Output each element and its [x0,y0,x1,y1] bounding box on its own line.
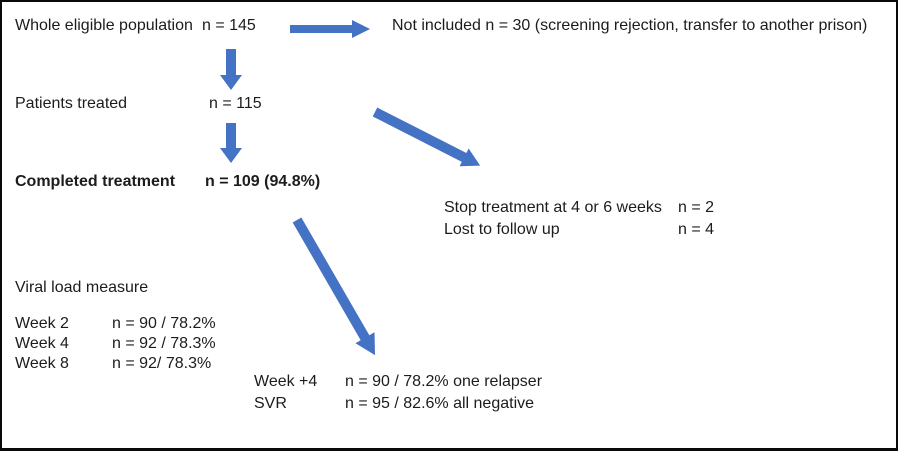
dropout-row-stop-treatment: Stop treatment at 4 or 6 weeks n = 2 [444,198,714,217]
viral-load-row-week8: Week 8 n = 92/ 78.3% [15,354,211,373]
node-text: Not included n = 30 (screening rejection… [392,17,868,34]
node-completed-treatment: Completed treatment n = 109 (94.8%) [15,172,320,191]
node-eligible-population: Whole eligible population n = 145 [15,16,256,35]
outcome-value: n = 95 / 82.6% all negative [345,395,535,412]
viral-load-row-week4: Week 4 n = 92 / 78.3% [15,334,216,353]
outcome-label: SVR [254,395,287,412]
week-label: Week 8 [15,355,69,372]
outcome-label: Week +4 [254,373,318,390]
week-value: n = 90 / 78.2% [112,315,216,332]
node-label: Whole eligible population [15,17,193,34]
viral-load-row-week2: Week 2 n = 90 / 78.2% [15,314,216,333]
dropout-row-lost-follow-up: Lost to follow up n = 4 [444,220,714,239]
outcome-row-week-plus-4: Week +4 n = 90 / 78.2% one relapser [254,372,542,391]
outcome-row-svr: SVR n = 95 / 82.6% all negative [254,394,534,413]
week-value: n = 92/ 78.3% [112,355,212,372]
dropout-value: n = 2 [678,199,715,216]
outcome-value: n = 90 / 78.2% one relapser [345,373,543,390]
node-value: n = 145 [202,17,256,34]
arrow-diagonal-down-right-icon [292,217,375,356]
node-value: n = 109 (94.8%) [205,173,321,190]
week-label: Week 2 [15,315,69,332]
arrow-down-icon [220,49,242,90]
node-not-included: Not included n = 30 (screening rejection… [392,16,867,35]
dropout-value: n = 4 [678,221,715,238]
arrow-down-icon [220,123,242,163]
arrow-right-icon [290,20,370,38]
dropout-label: Stop treatment at 4 or 6 weeks [444,199,662,216]
node-label: Completed treatment [15,173,176,190]
viral-load-title: Viral load measure [15,278,148,297]
node-value: n = 115 [209,95,262,112]
arrow-diagonal-down-right-icon [372,107,481,167]
node-patients-treated: Patients treated n = 115 [15,94,262,113]
week-value: n = 92 / 78.3% [112,335,216,352]
section-title: Viral load measure [15,279,149,296]
dropout-label: Lost to follow up [444,221,560,238]
node-label: Patients treated [15,95,128,112]
week-label: Week 4 [15,335,69,352]
